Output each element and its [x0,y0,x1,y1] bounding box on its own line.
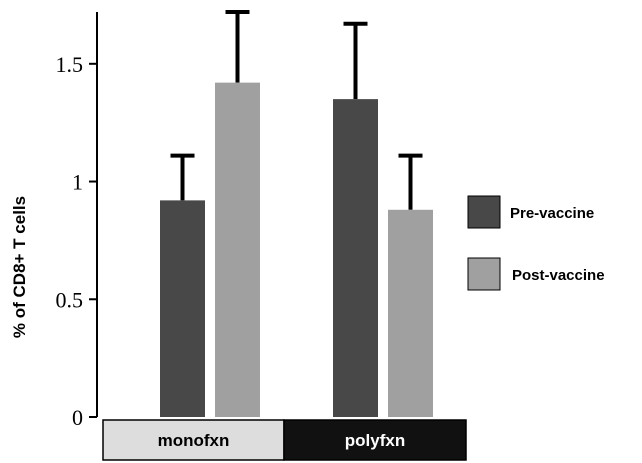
y-tick-label: 0.5 [56,287,84,312]
legend-swatch [467,257,501,291]
y-axis-label: % of CD8+ T cells [10,196,29,338]
legend-label: Pre-vaccine [510,205,594,222]
plot-area: 0 0.5 1 1.5 monofxn polyfxn Pre-vaccine Post-va… [56,10,605,461]
legend-label: Post-vaccine [512,267,605,284]
category-label: monofxn [158,431,230,450]
category-strip [283,419,467,461]
bar [333,99,378,417]
y-tick-label: 0 [72,405,83,430]
bar [160,200,205,417]
legend-swatch [467,195,501,229]
category-label: polyfxn [345,431,405,450]
bar [388,209,433,417]
bar [215,82,260,418]
y-tick-label: 1.5 [56,52,84,77]
y-tick-label: 1 [72,170,83,195]
